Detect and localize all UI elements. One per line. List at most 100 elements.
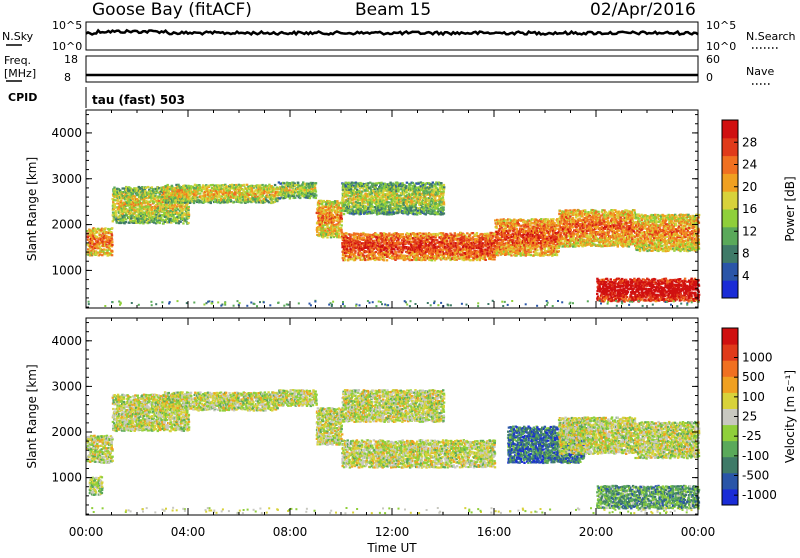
data-cell-p1-b5 [420,240,422,242]
data-cell-p1-b6 [530,247,532,249]
data-cell-p1-b5 [476,259,478,261]
data-cell-p1-b5 [435,258,437,260]
data-cell-p1-b0 [103,248,105,250]
data-cell-p1-b3 [299,185,301,187]
data-cell-p1-b2 [210,202,212,204]
data-cell-p1-b5 [439,241,441,243]
data-cell-p1-b6 [509,229,511,231]
data-cell-p1-b5 [381,241,383,243]
data-cell-p1-b7 [561,235,563,237]
data-cell-p1-b1 [148,221,150,223]
data-cell-p1-b5 [450,234,452,236]
data-cell-p1-b5 [370,238,372,240]
data-cell-p1-b5 [383,259,385,261]
data-cell-p1-b5 [420,243,422,245]
data-cell-p1-b5 [436,239,438,241]
data-cell-p1-b3 [314,187,316,189]
data-cell-p1-b3 [294,197,296,199]
data-cell-p1-b5 [392,255,394,257]
data-cell-p1-b1 [115,212,117,214]
data-cell-p1-b1 [159,222,161,224]
data-cell-p1-b5 [461,236,463,238]
data-cell-p1-b0 [111,227,113,229]
data-cell-p1-b1 [176,211,178,213]
data-cell-p1-b4 [323,213,325,215]
data-cell-p1-b0 [91,241,93,243]
data-cell-p1-b5 [457,255,459,257]
data-cell-p1-b5 [375,243,377,245]
data-cell-p1-b1 [152,195,154,197]
data-cell-p1-b3 [315,197,317,199]
data-cell-p1-b0 [105,244,107,246]
data-cell-p1-b6 [544,248,546,250]
data-cell-p1-b1 [160,217,162,219]
data-cell-p1-b4 [338,204,340,206]
data-cell-p1-b5 [446,234,448,236]
data-cell-p1-b1 [183,209,185,211]
data-cell-p1-b5 [372,236,374,238]
data-cell-p1-b5 [479,259,481,261]
data-cell-p1-b2 [196,184,198,186]
data-cell-p1-b0 [111,234,113,236]
data-cell-p1-b5 [404,239,406,241]
data-cell-p1-b6 [545,254,547,256]
date-title: 02/Apr/2016 [590,0,696,20]
data-cell-p1-b1 [116,202,118,204]
data-cell-p1-b5 [470,259,472,261]
data-cell-p1-b2 [259,199,261,201]
data-cell-p1-b5 [455,242,457,244]
data-cell-p1-b6 [510,254,512,256]
nsearch-tick-bottom: 10^0 [706,40,736,53]
data-cell-p1-b4 [341,220,343,222]
data-cell-p1-b5 [354,245,356,247]
nave-label: Nave [746,65,774,78]
data-cell-p1-b1 [147,186,149,188]
data-cell-p1-b6 [536,249,538,251]
data-cell-p1-b1 [177,208,179,210]
data-cell-p1-b2 [228,192,230,194]
data-cell-p1-b3 [315,182,317,184]
data-cell-p1-b5 [375,251,377,253]
data-cell-p1-b5 [378,254,380,256]
data-cell-p1-b2 [186,187,188,189]
data-cell-p1-b1 [188,206,190,208]
data-cell-p1-b1 [136,198,138,200]
data-cell-p1-b1 [135,187,137,189]
data-cell-p1-b2 [263,192,265,194]
data-cell-p1-b5 [485,259,487,261]
data-cell-p1-b5 [421,248,423,250]
data-cell-p1-b1 [120,222,122,224]
data-cell-p1-b1 [125,221,127,223]
data-cell-p1-b0 [104,227,106,229]
station-title: Goose Bay (fitACF) [92,0,252,20]
data-cell-p1-b2 [242,189,244,191]
data-cell-p1-b5 [487,243,489,245]
data-cell-p1-b6 [544,221,546,223]
data-cell-p1-b5 [462,248,464,250]
data-cell-p1-b1 [151,209,153,211]
data-cell-p1-b2 [268,191,270,193]
data-cell-p1-b2 [170,192,172,194]
data-cell-p1-b6 [548,234,550,236]
nsky-strip-frame [86,22,698,50]
data-cell-p1-b7 [560,232,562,234]
data-cell-p1-b6 [525,255,527,257]
data-cell-p1-b0 [96,236,98,238]
data-cell-p1-b2 [274,184,276,186]
data-cell-p1-b2 [234,194,236,196]
data-cell-p1-b1 [114,210,116,212]
data-cell-p1-b5 [353,237,355,239]
data-cell-p1-b3 [309,197,311,199]
data-cell-p1-b0 [110,231,112,233]
data-cell-p1-b1 [179,220,181,222]
data-cell-p1-b3 [310,195,312,197]
data-cell-p1-b5 [381,235,383,237]
data-cell-p1-b0 [111,241,113,243]
data-cell-p1-b5 [344,259,346,261]
data-cell-p1-b1 [116,222,118,224]
data-cell-p1-b6 [513,229,515,231]
data-cell-p1-b1 [188,214,190,216]
data-cell-p1-b5 [459,251,461,253]
data-cell-p1-b1 [123,216,125,218]
data-cell-p1-b3 [297,182,299,184]
